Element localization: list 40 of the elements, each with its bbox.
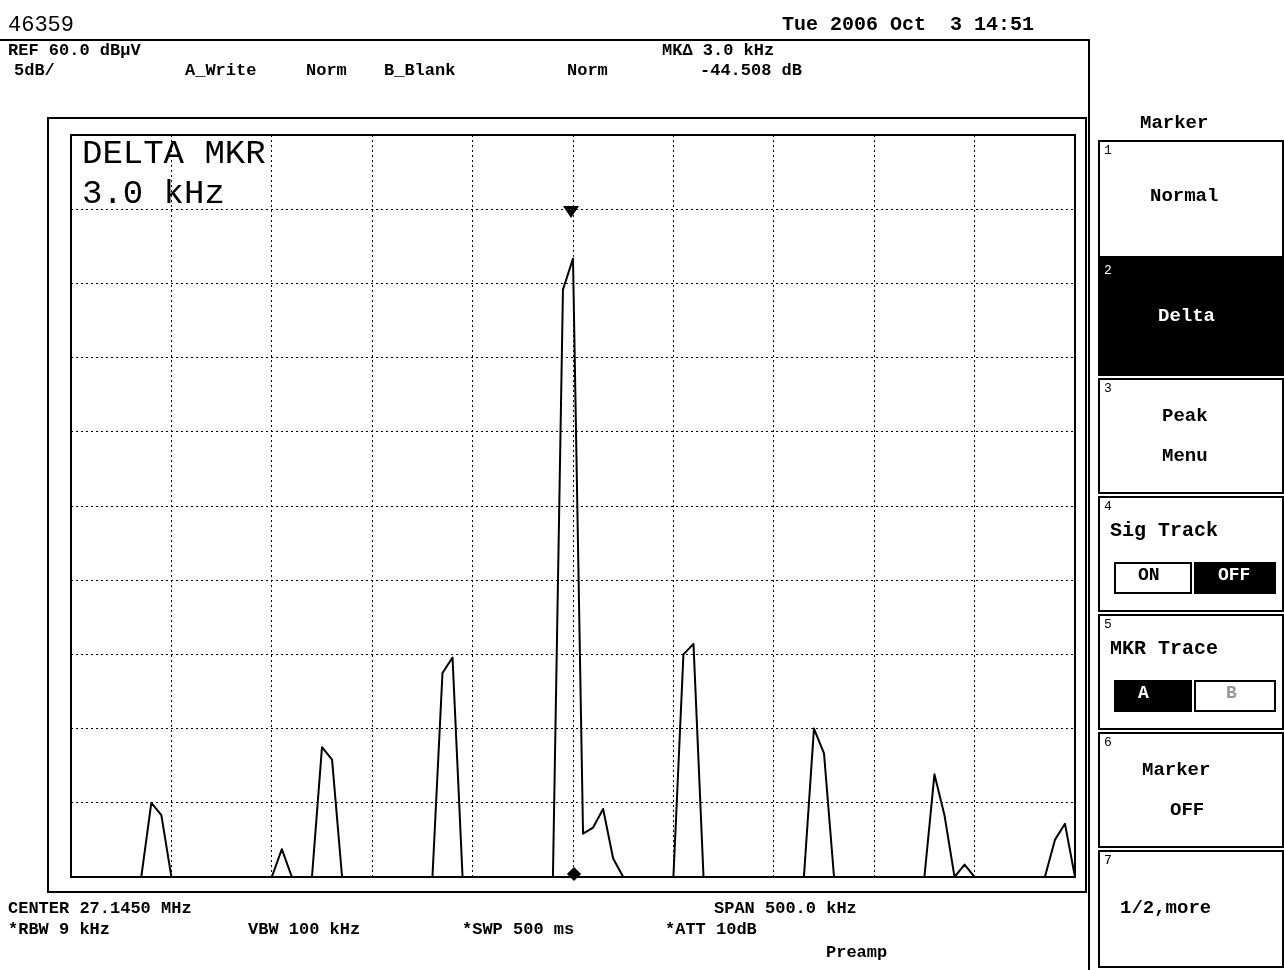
text: -44.508 dB <box>700 61 803 81</box>
text: OFF <box>1218 565 1251 586</box>
text: Tue 2006 Oct 3 14:51 <box>782 13 1035 36</box>
text: *ATT 10dB <box>665 920 757 940</box>
text: 1 <box>1104 143 1112 159</box>
text: DELTA MKR <box>82 135 266 174</box>
text: MKΔ 3.0 kHz <box>662 41 775 61</box>
text: 5dB/ <box>14 61 55 81</box>
text: 4 <box>1104 499 1112 515</box>
text: REF 60.0 dBµV <box>8 41 141 61</box>
text: Marker <box>1140 112 1209 134</box>
text: MKR Trace <box>1110 637 1219 660</box>
text: *RBW 9 kHz <box>8 920 111 940</box>
text: OFF <box>1170 799 1205 821</box>
text: CENTER 27.1450 MHz <box>8 899 192 919</box>
text: Menu <box>1162 445 1208 467</box>
text: A <box>1138 683 1149 704</box>
text: 5 <box>1104 617 1112 633</box>
text: SPAN 500.0 kHz <box>714 899 857 919</box>
text: Delta <box>1158 305 1216 327</box>
text: VBW 100 kHz <box>248 920 361 940</box>
text: Preamp <box>826 943 888 963</box>
text: 7 <box>1104 853 1112 869</box>
text: Norm <box>567 61 608 81</box>
text: 1/2,more <box>1120 897 1212 919</box>
text: *SWP 500 ms <box>462 920 575 940</box>
text: B_Blank <box>384 61 456 81</box>
text: B <box>1226 683 1237 704</box>
text: Sig Track <box>1110 519 1219 542</box>
text: Norm <box>306 61 347 81</box>
text: 3 <box>1104 381 1112 397</box>
text: Peak <box>1162 405 1208 427</box>
text: 6 <box>1104 735 1112 751</box>
text: 3.0 kHz <box>82 175 225 214</box>
text: ON <box>1138 565 1160 586</box>
text: 2 <box>1104 263 1112 279</box>
text: 46359 <box>8 13 75 39</box>
text: Normal <box>1150 185 1219 207</box>
text: A_Write <box>185 61 257 81</box>
text: Marker <box>1142 759 1211 781</box>
